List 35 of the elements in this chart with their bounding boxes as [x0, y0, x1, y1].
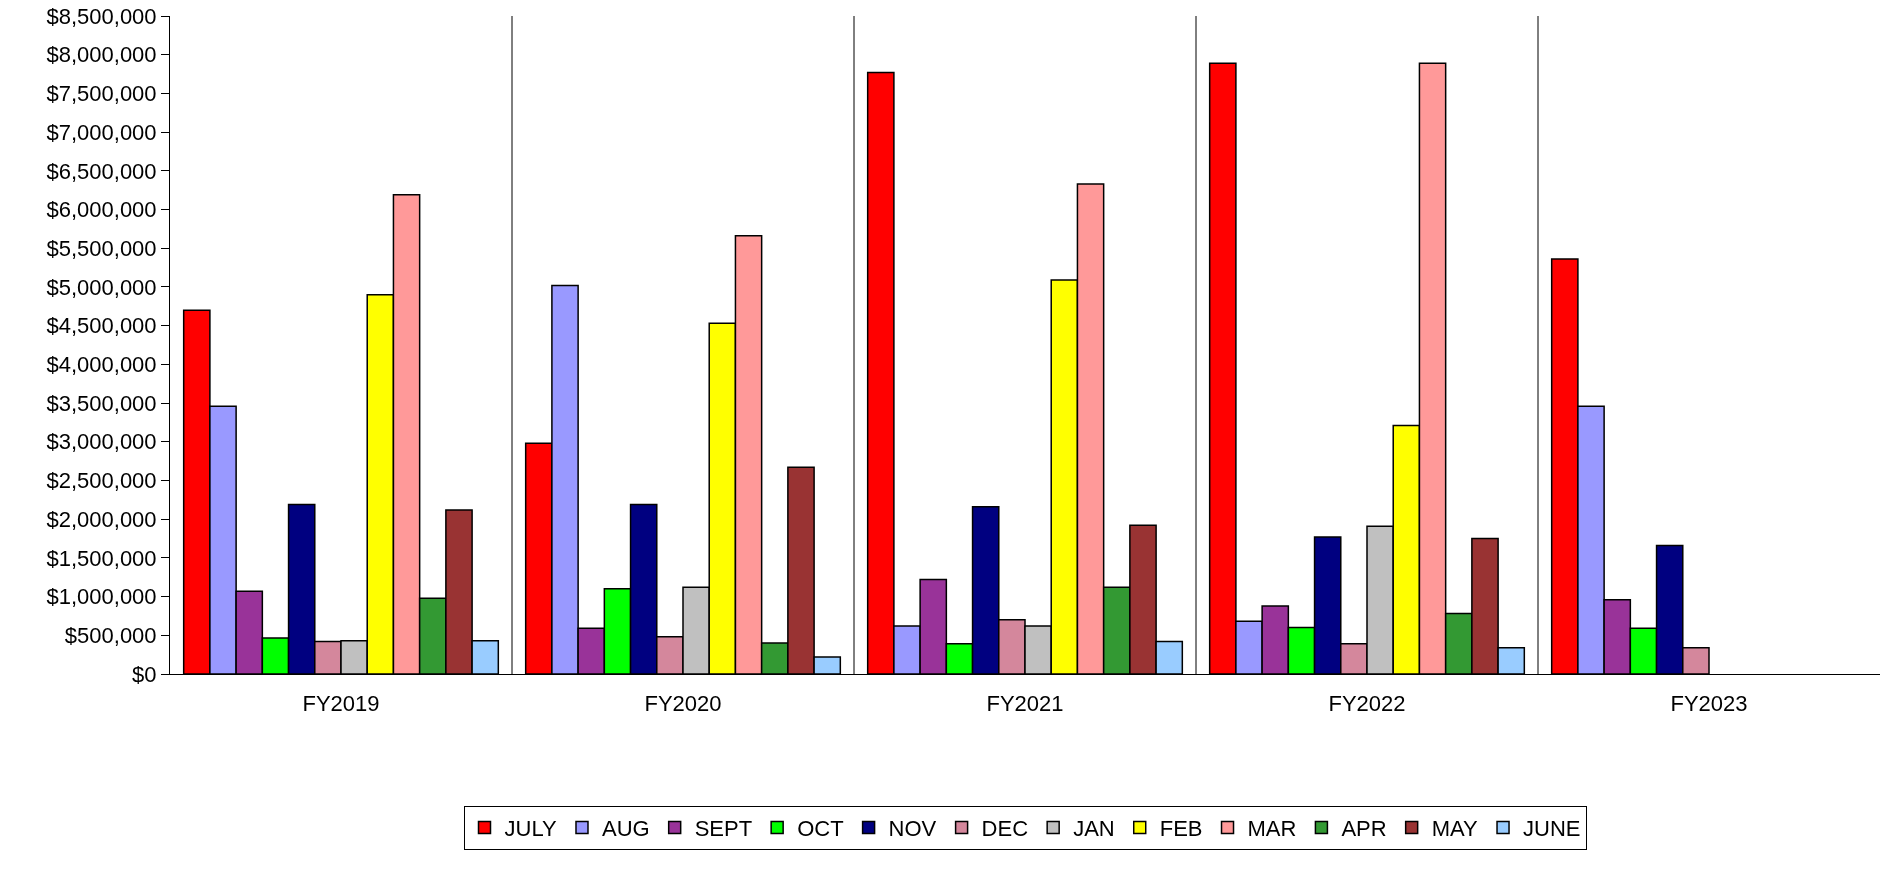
x-tick-label: FY2019 — [302, 691, 380, 717]
x-tick-label: FY2022 — [1328, 691, 1406, 717]
y-tick-label: $5,500,000 — [46, 235, 157, 261]
legend-label: JULY — [504, 815, 557, 841]
x-tick-label: FY2021 — [986, 691, 1064, 717]
legend-label: MAR — [1247, 815, 1297, 841]
legend-label: JAN — [1073, 815, 1115, 841]
y-tick-label: $3,500,000 — [46, 390, 157, 416]
y-tick-label: $0 — [132, 661, 157, 687]
legend-label: DEC — [981, 815, 1029, 841]
y-tick-label: $2,500,000 — [46, 468, 157, 494]
legend-label: NOV — [888, 815, 937, 841]
y-tick-label: $7,000,000 — [46, 119, 157, 145]
y-tick-label: $1,500,000 — [46, 545, 157, 571]
legend-label: MAY — [1431, 815, 1479, 841]
y-tick-label: $6,500,000 — [46, 158, 157, 184]
legend-label: FEB — [1159, 815, 1203, 841]
legend-label: OCT — [797, 815, 844, 841]
y-tick-label: $7,500,000 — [46, 81, 157, 107]
y-tick-label: $1,000,000 — [46, 584, 157, 610]
legend-label: AUG — [601, 815, 650, 841]
x-tick-label: FY2023 — [1670, 691, 1748, 717]
y-tick-label: $6,000,000 — [46, 197, 157, 223]
y-tick-label: $8,500,000 — [46, 3, 157, 29]
y-tick-label: $8,000,000 — [46, 42, 157, 68]
y-tick-label: $500,000 — [64, 622, 157, 648]
legend-label: SEPT — [694, 815, 753, 841]
y-tick-label: $4,500,000 — [46, 313, 157, 339]
y-tick-label: $2,000,000 — [46, 506, 157, 532]
legend-label: APR — [1341, 815, 1387, 841]
legend-label: JUNE — [1523, 815, 1581, 841]
x-tick-label: FY2020 — [644, 691, 722, 717]
y-tick-label: $3,000,000 — [46, 429, 157, 455]
y-tick-label: $4,000,000 — [46, 352, 157, 378]
y-tick-label: $5,000,000 — [46, 274, 157, 300]
